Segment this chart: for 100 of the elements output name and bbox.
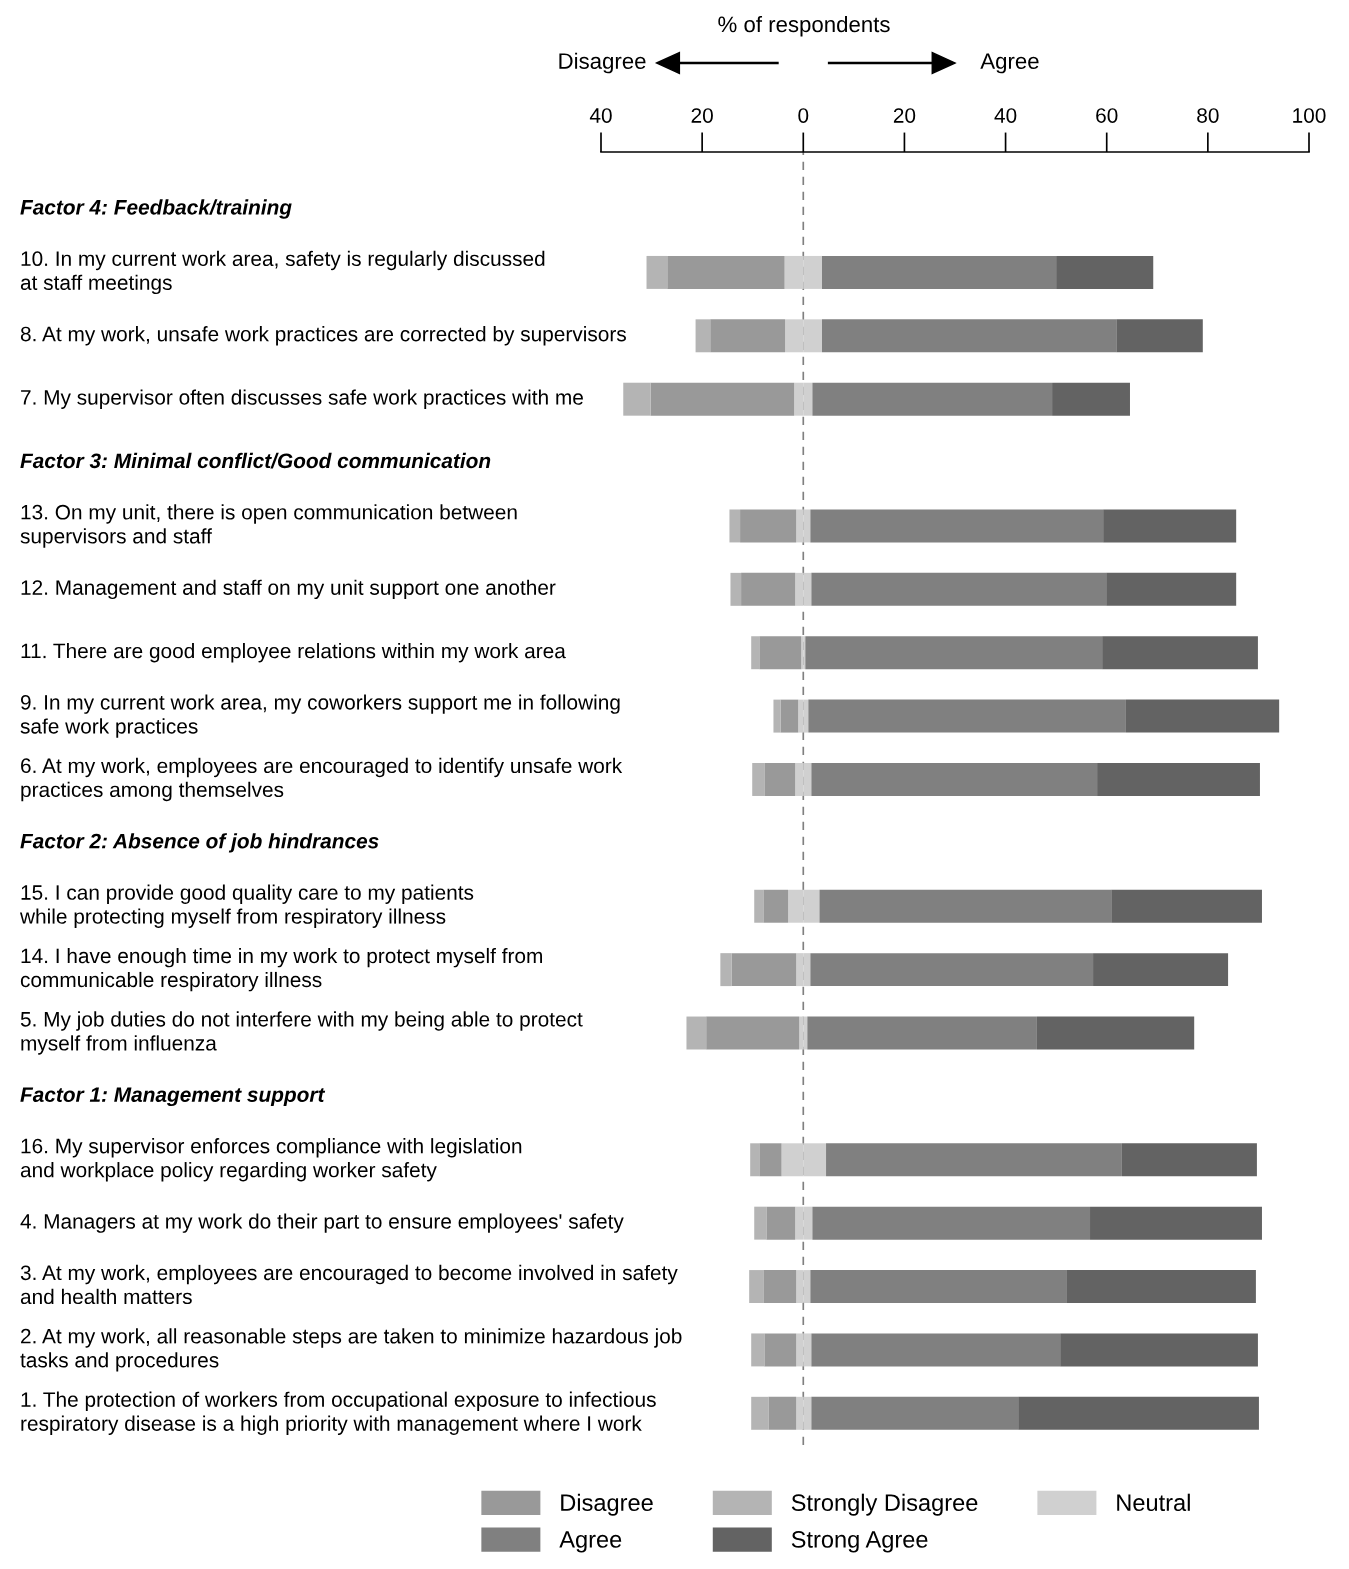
- x-tick-label: 40: [589, 108, 612, 123]
- bar: [1036, 1016, 1195, 1050]
- y-tick-label: 5. My job duties do not interfere with my being able to protect myself from influenza: [20, 1011, 583, 1055]
- bar: [826, 1143, 1122, 1177]
- bar: [759, 1143, 782, 1177]
- bar: [799, 1016, 804, 1050]
- bar: [1066, 1270, 1256, 1304]
- bar: [1116, 319, 1203, 353]
- bar: [1060, 1333, 1258, 1367]
- text: Agree: [980, 53, 1039, 74]
- bar: [759, 636, 802, 670]
- bar: [810, 1270, 1067, 1304]
- y-tick-label: 4. Managers at my work do their part to ensure employees' safety: [20, 1213, 624, 1233]
- bar: [706, 1016, 800, 1050]
- bar: [646, 255, 668, 289]
- bar: [780, 699, 799, 733]
- y-tick-label: Factor 4: Feedback/training: [20, 199, 292, 219]
- y-tick-label: 9. In my current work area, my coworkers support me in following safe work practices: [20, 694, 620, 738]
- y-tick-label: 2. At my work, all reasonable steps are taken to minimize hazardous job tasks and procedures: [20, 1328, 682, 1372]
- bar: [751, 1333, 765, 1367]
- bar: [808, 699, 1126, 733]
- y-tick-label: 15. I can provide good quality care to my patients while protecting myself from respiratory illness: [19, 884, 474, 928]
- bar: [754, 1206, 767, 1240]
- bar: [805, 636, 1103, 670]
- bar: [811, 1396, 1019, 1430]
- bar: [623, 382, 651, 416]
- bar: [822, 319, 1117, 353]
- bar: [763, 1270, 797, 1304]
- bar: [695, 319, 711, 353]
- text: Disagree: [559, 52, 646, 74]
- bar: [1106, 572, 1237, 606]
- bar: [1097, 763, 1260, 796]
- x-tick-label: 0: [798, 108, 809, 123]
- legend-label: Agree: [559, 1531, 622, 1553]
- y-tick-label: 13. On my unit, there is open communication between supervisors and staff: [20, 504, 517, 548]
- y-tick-label: 8. At my work, unsafe work practices are corrected by supervisors: [20, 326, 626, 346]
- bar: [720, 953, 732, 987]
- y-tick-label: Factor 1: Management support: [20, 1087, 326, 1107]
- bar: [763, 889, 789, 923]
- x-tick-label: 100: [1293, 108, 1326, 123]
- bar: [798, 699, 804, 733]
- bar: [1102, 636, 1258, 670]
- x-tick-label: 80: [1197, 108, 1219, 123]
- legend-label: Strongly Disagree: [791, 1493, 978, 1516]
- bar: [740, 509, 797, 543]
- bar: [750, 1143, 760, 1177]
- x-tick-label: 40: [994, 108, 1017, 123]
- y-tick-label: 1. The protection of workers from occupational exposure to infectious respiratory disease is a high priority with management where I work: [21, 1391, 656, 1435]
- bar: [768, 1396, 797, 1430]
- bar: [773, 699, 781, 733]
- bar: [819, 889, 1112, 923]
- bar: [764, 763, 796, 796]
- bar: [741, 572, 796, 606]
- y-tick-label: 7. My supervisor often discusses safe work practices with me: [21, 389, 583, 409]
- bar: [1103, 509, 1237, 543]
- bar: [811, 1333, 1061, 1367]
- y-tick-label: 3. At my work, employees are encouraged to become involved in safety and health matters: [20, 1264, 678, 1305]
- bar: [803, 1016, 808, 1050]
- bar: [810, 509, 1104, 543]
- bar: [1056, 255, 1154, 289]
- bar: [686, 1016, 707, 1050]
- bar: [811, 572, 1107, 606]
- x-tick-label: 60: [1096, 108, 1118, 123]
- bar: [731, 953, 797, 987]
- bar: [1121, 1143, 1257, 1177]
- bar: [812, 1206, 1091, 1240]
- bar: [1093, 953, 1229, 987]
- y-tick-label: 10. In my current work area, safety is regularly discussed at staff meetings: [20, 250, 545, 295]
- bar: [754, 889, 764, 923]
- bar: [1125, 699, 1280, 733]
- bar: [1111, 889, 1262, 923]
- bar: [810, 953, 1094, 987]
- x-tick-label: 20: [893, 108, 916, 123]
- bar: [730, 572, 742, 606]
- y-tick-label: Factor 3: Minimal conflict/Good communication: [20, 452, 491, 469]
- y-tick-label: 16. My supervisor enforces compliance with legislation and workplace policy regarding worker safety: [20, 1138, 522, 1182]
- bar: [749, 1270, 764, 1304]
- legend-label: Neutral: [1117, 1493, 1190, 1512]
- bar: [751, 1396, 769, 1430]
- bar: [710, 319, 786, 353]
- bar: [729, 509, 741, 543]
- bar: [752, 763, 765, 796]
- bar: [1090, 1206, 1262, 1240]
- bar: [1052, 382, 1130, 416]
- legend-label: Disagree: [561, 1493, 653, 1516]
- bar: [764, 1333, 797, 1367]
- bar: [751, 636, 760, 670]
- y-tick-label: Factor 2: Absence of job hindrances: [20, 833, 379, 853]
- y-tick-label: 12. Management and staff on my unit support one another: [21, 579, 556, 600]
- bar: [667, 255, 785, 289]
- bar: [807, 1016, 1037, 1050]
- bar: [766, 1206, 796, 1240]
- bar: [650, 382, 795, 416]
- y-tick-label: 6. At my work, employees are encouraged to identify unsafe work practices among themselves: [21, 757, 623, 802]
- y-tick-label: 11. There are good employee relations within my work area: [21, 643, 566, 663]
- x-tick-label: 20: [691, 108, 713, 123]
- bar: [812, 382, 1053, 416]
- legend-label: Strong Agree: [791, 1531, 928, 1553]
- bar: [1018, 1396, 1259, 1430]
- bar: [811, 763, 1098, 796]
